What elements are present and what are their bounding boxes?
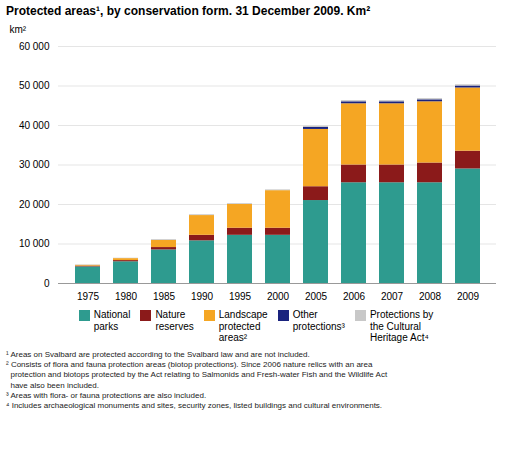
svg-text:2005: 2005 <box>305 291 328 302</box>
svg-text:1990: 1990 <box>191 291 214 302</box>
html-text:Other protections³: Other protections³ <box>292 309 345 332</box>
svg-text:2009: 2009 <box>457 291 480 302</box>
svg-text:30 000: 30 000 <box>19 159 50 170</box>
svg-text:40 000: 40 000 <box>19 120 50 131</box>
svg-text:10 000: 10 000 <box>19 238 50 249</box>
html-text:¹ Areas on Svalbard are protec: ¹ Areas on Svalbard are protected accord… <box>6 349 388 411</box>
svg-text:1975: 1975 <box>77 291 100 302</box>
svg-text:60 000: 60 000 <box>19 41 50 52</box>
svg-text:20 000: 20 000 <box>19 199 50 210</box>
html-text:Nature reserves: Nature reserves <box>155 309 194 332</box>
svg-text:2008: 2008 <box>419 291 442 302</box>
html-text:National parks: National parks <box>93 309 131 332</box>
svg-text:2000: 2000 <box>267 291 290 302</box>
html-text:Protected areas¹, by conservat: Protected areas¹, by conservation form. … <box>6 4 371 18</box>
svg-text:1995: 1995 <box>229 291 252 302</box>
svg-text:1985: 1985 <box>153 291 176 302</box>
svg-text:1980: 1980 <box>115 291 138 302</box>
svg-text:2007: 2007 <box>381 291 404 302</box>
svg-text:0: 0 <box>44 278 50 289</box>
svg-text:2006: 2006 <box>343 291 366 302</box>
html-text:Protections by the Cultural He: Protections by the Cultural Heritage Act… <box>369 309 434 343</box>
svg-text:km²: km² <box>10 24 27 35</box>
svg-text:50 000: 50 000 <box>19 80 50 91</box>
html-text:Landscape protected areas²: Landscape protected areas² <box>218 309 268 343</box>
